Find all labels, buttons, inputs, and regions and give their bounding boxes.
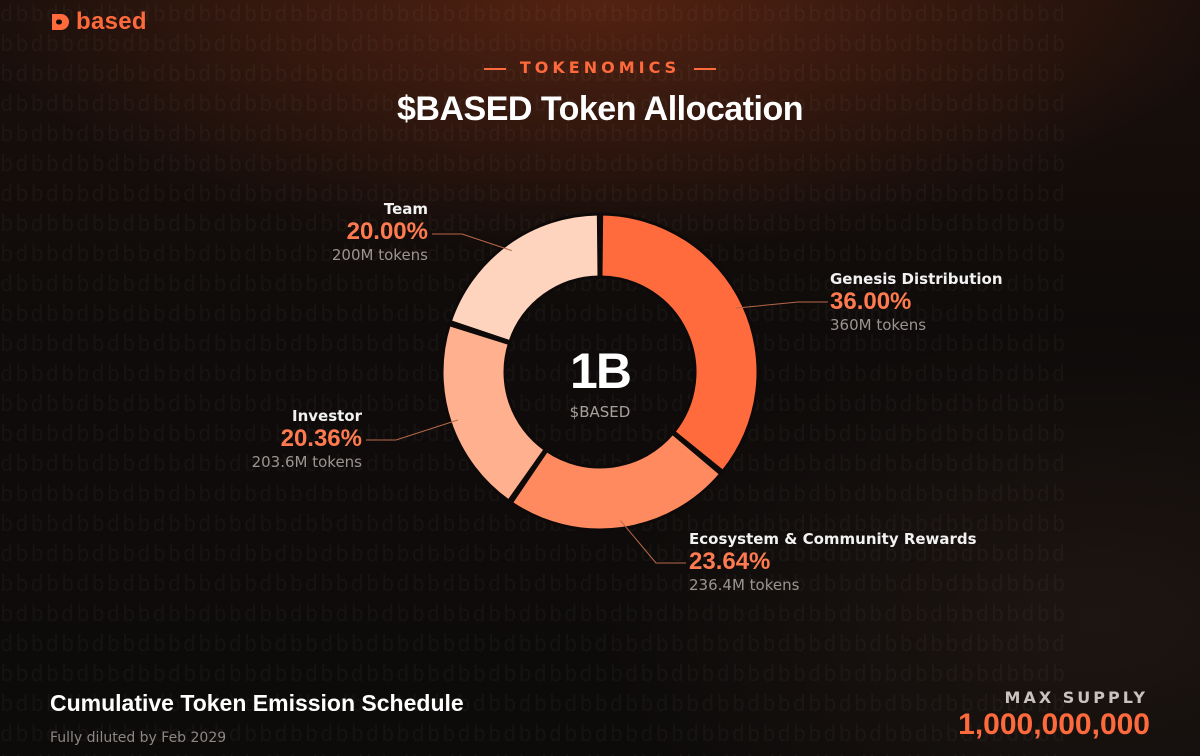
segment-percent: 20.00% — [346, 218, 428, 245]
segment-percent: 23.64% — [689, 548, 771, 575]
based-logo-icon — [52, 14, 69, 30]
eyebrow-dash-left — [483, 67, 506, 70]
brand-name: based — [76, 8, 147, 35]
donut-center-value: 1B — [570, 343, 632, 399]
segment-tokens: 203.6M tokens — [251, 453, 362, 471]
label-genesis-distribution: Genesis Distribution 36.00% 360M tokens — [830, 270, 1003, 334]
page-title: $BASED Token Allocation — [397, 90, 804, 128]
eyebrow-dash-right — [694, 67, 717, 70]
brand-logo[interactable]: based — [50, 8, 147, 36]
leader-line-investor — [366, 419, 459, 441]
segment-name: Investor — [291, 407, 362, 425]
segment-percent: 36.00% — [830, 288, 912, 315]
donut-segment-ecosystem-community-rewards[interactable] — [509, 431, 723, 532]
label-investor: Investor 20.36% 203.6M tokens — [252, 407, 362, 471]
max-supply-label: MAX SUPPLY — [1004, 688, 1148, 707]
segment-tokens: 360M tokens — [830, 316, 927, 334]
eyebrow-text: TOKENOMICS — [519, 58, 681, 77]
donut-center-label: $BASED — [569, 403, 631, 421]
segment-tokens: 236.4M tokens — [689, 576, 800, 594]
segment-percent: 20.36% — [280, 425, 362, 452]
leader-line-team — [432, 233, 512, 252]
segment-name: Genesis Distribution — [830, 270, 1003, 288]
donut-segment-team[interactable] — [448, 212, 601, 344]
segment-name: Team — [383, 200, 428, 218]
segment-name: Ecosystem & Community Rewards — [689, 530, 977, 548]
label-team: Team 20.00% 200M tokens — [332, 200, 428, 264]
donut-segment-investor[interactable] — [440, 322, 548, 504]
emission-schedule-title: Cumulative Token Emission Schedule — [50, 690, 464, 716]
donut-segment-genesis-distribution[interactable] — [599, 212, 760, 474]
emission-schedule-subtitle: Fully diluted by Feb 2029 — [50, 730, 227, 746]
leader-line-ecosystem-community-rewards — [620, 520, 686, 564]
segment-tokens: 200M tokens — [331, 246, 428, 264]
max-supply-value: 1,000,000,000 — [958, 708, 1150, 741]
eyebrow-heading: TOKENOMICS — [0, 58, 1200, 77]
leader-line-genesis-distribution — [735, 301, 828, 309]
label-ecosystem-community-rewards: Ecosystem & Community Rewards 23.64% 236… — [689, 530, 977, 594]
